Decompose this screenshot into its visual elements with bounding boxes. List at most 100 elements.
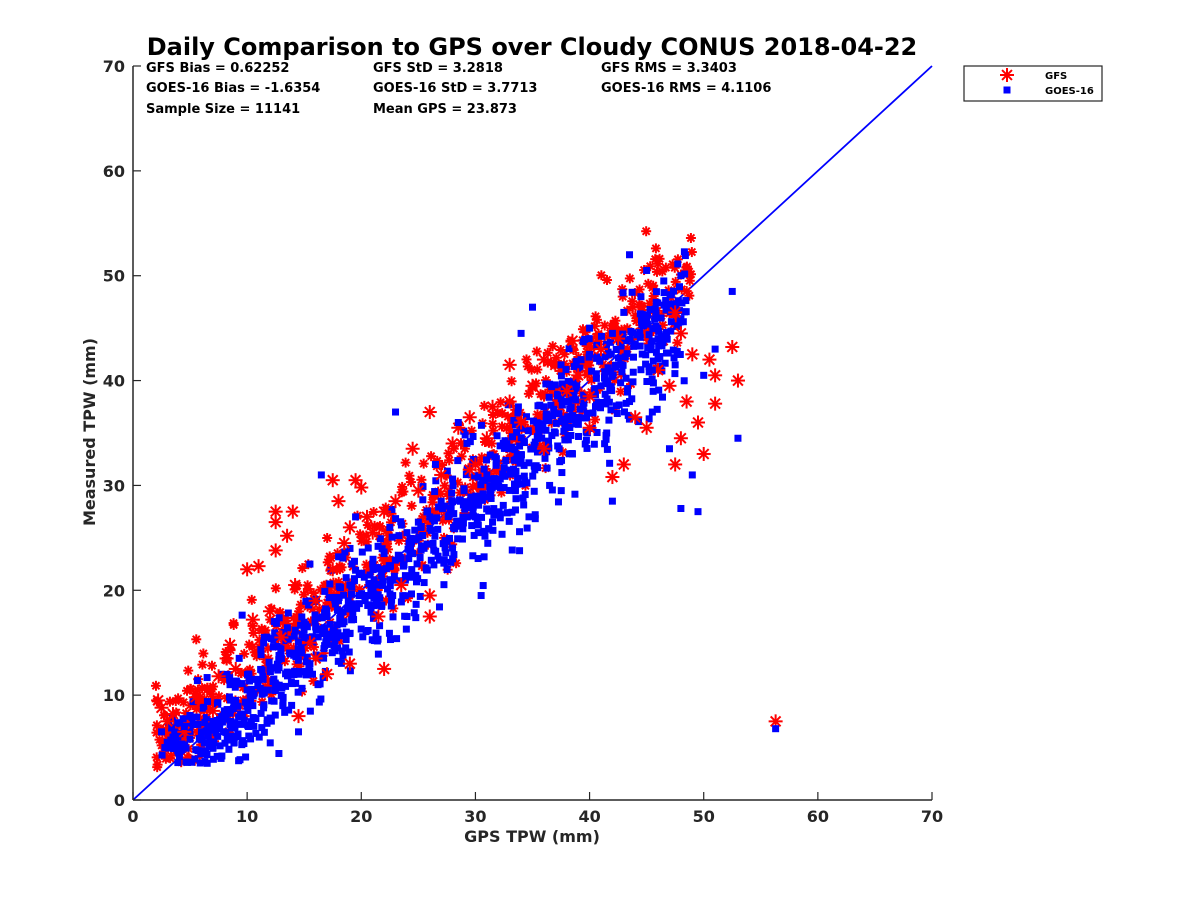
goes16-density-point xyxy=(667,327,675,335)
goes16-density-point xyxy=(644,311,652,319)
gfs-density-point-stroke xyxy=(487,439,496,448)
data-point-gfs-stroke xyxy=(304,637,316,649)
goes16-density-point xyxy=(294,638,302,646)
gfs-density-point-stroke xyxy=(591,312,600,321)
goes16-density-point xyxy=(477,481,485,489)
goes16-density-point xyxy=(578,414,586,422)
goes16-density-point xyxy=(405,555,413,563)
goes16-density-point xyxy=(294,688,302,696)
goes16-density-point xyxy=(238,741,246,749)
goes16-density-point xyxy=(548,486,556,494)
goes16-density-point xyxy=(542,412,550,420)
goes16-density-point xyxy=(661,359,669,367)
goes16-density-point xyxy=(682,308,690,316)
gfs-density-point-stroke xyxy=(496,397,505,407)
goes16-density-point xyxy=(417,523,425,531)
goes16-density-point xyxy=(303,623,311,631)
goes16-density-point xyxy=(527,445,535,453)
gfs-density-point-stroke xyxy=(369,507,378,517)
goes16-density-point xyxy=(361,597,369,605)
data-point-goes16 xyxy=(620,308,628,316)
goes16-density-point xyxy=(561,436,569,444)
data-point-gfs xyxy=(685,347,700,362)
goes16-density-point xyxy=(321,587,329,595)
gfs-density-point xyxy=(244,639,255,650)
data-point-goes16 xyxy=(186,735,194,743)
goes16-density-point xyxy=(575,432,583,440)
stat-text: GOES-16 RMS = 4.1106 xyxy=(601,81,771,96)
goes16-density-point xyxy=(479,490,487,498)
gfs-density-point-stroke xyxy=(214,692,224,701)
goes16-density-point xyxy=(652,309,660,317)
goes16-density-point xyxy=(196,759,204,767)
goes16-density-point xyxy=(178,740,186,748)
goes16-density-point xyxy=(179,715,187,723)
data-point-goes16 xyxy=(540,403,548,411)
goes16-density-point xyxy=(256,684,264,692)
goes16-density-point xyxy=(663,335,671,343)
data-point-goes16 xyxy=(648,366,656,374)
goes16-density-point xyxy=(423,540,431,548)
goes16-density-point xyxy=(435,603,443,611)
goes16-density-point xyxy=(423,508,431,516)
gfs-density-point xyxy=(502,411,513,422)
data-point-goes16 xyxy=(300,633,308,641)
data-point-gfs xyxy=(274,630,289,645)
goes16-density-point xyxy=(182,744,190,752)
gfs-density-point-stroke xyxy=(159,711,169,720)
goes16-density-point xyxy=(460,427,468,435)
gfs-density-point-stroke xyxy=(468,482,478,491)
goes16-density-point xyxy=(251,675,259,683)
gfs-density-point-stroke xyxy=(687,247,697,257)
data-point-gfs-stroke xyxy=(344,521,356,534)
goes16-density-point xyxy=(533,419,541,427)
goes16-density-point xyxy=(405,540,413,548)
gfs-density-point-stroke xyxy=(645,299,654,308)
data-point-gfs xyxy=(377,504,392,519)
data-point-goes16 xyxy=(317,471,325,479)
goes16-density-point xyxy=(223,670,231,678)
gfs-density-point xyxy=(644,298,655,309)
goes16-density-point xyxy=(467,493,475,501)
goes16-density-point xyxy=(475,501,483,509)
goes16-density-point xyxy=(203,698,211,706)
gfs-density-point xyxy=(479,400,490,411)
data-point-goes16 xyxy=(608,497,616,505)
data-point-goes16 xyxy=(506,445,514,453)
goes16-density-point xyxy=(446,505,454,513)
goes16-density-point xyxy=(602,435,610,443)
data-point-gfs-stroke xyxy=(275,631,288,644)
goes16-density-point xyxy=(234,702,242,710)
gfs-density-point-stroke xyxy=(299,590,309,599)
goes16-density-point xyxy=(367,585,375,593)
goes16-density-point xyxy=(571,490,579,498)
goes16-density-point xyxy=(298,649,306,657)
goes16-density-point xyxy=(577,356,585,364)
goes16-density-point xyxy=(271,629,279,637)
gfs-density-point-stroke xyxy=(578,324,588,334)
data-point-goes16 xyxy=(414,518,422,526)
gfs-density-point-stroke xyxy=(610,376,620,385)
goes16-density-point xyxy=(410,609,418,617)
gfs-density-point-stroke xyxy=(652,267,662,277)
goes16-density-point xyxy=(490,479,498,487)
goes16-density-point xyxy=(408,590,416,598)
gfs-density-point-stroke xyxy=(522,355,531,364)
goes16-density-point xyxy=(334,629,342,637)
goes16-density-point xyxy=(372,629,380,637)
data-point-gfs-stroke xyxy=(566,335,579,347)
goes16-density-point xyxy=(271,711,279,719)
goes16-density-point xyxy=(175,752,183,760)
goes16-density-point xyxy=(601,390,609,398)
gfs-density-point-stroke xyxy=(507,377,516,386)
data-point-gfs-stroke xyxy=(367,526,379,539)
goes16-density-point xyxy=(161,744,169,752)
gfs-density-point-stroke xyxy=(406,477,416,487)
gfs-density-point-stroke xyxy=(497,422,507,431)
goes16-density-point xyxy=(388,533,396,541)
data-point-gfs-stroke xyxy=(241,563,253,575)
data-point-goes16 xyxy=(243,686,251,694)
goes16-density-point xyxy=(247,718,255,726)
goes16-density-point xyxy=(459,501,467,509)
gfs-density-point xyxy=(166,750,177,761)
